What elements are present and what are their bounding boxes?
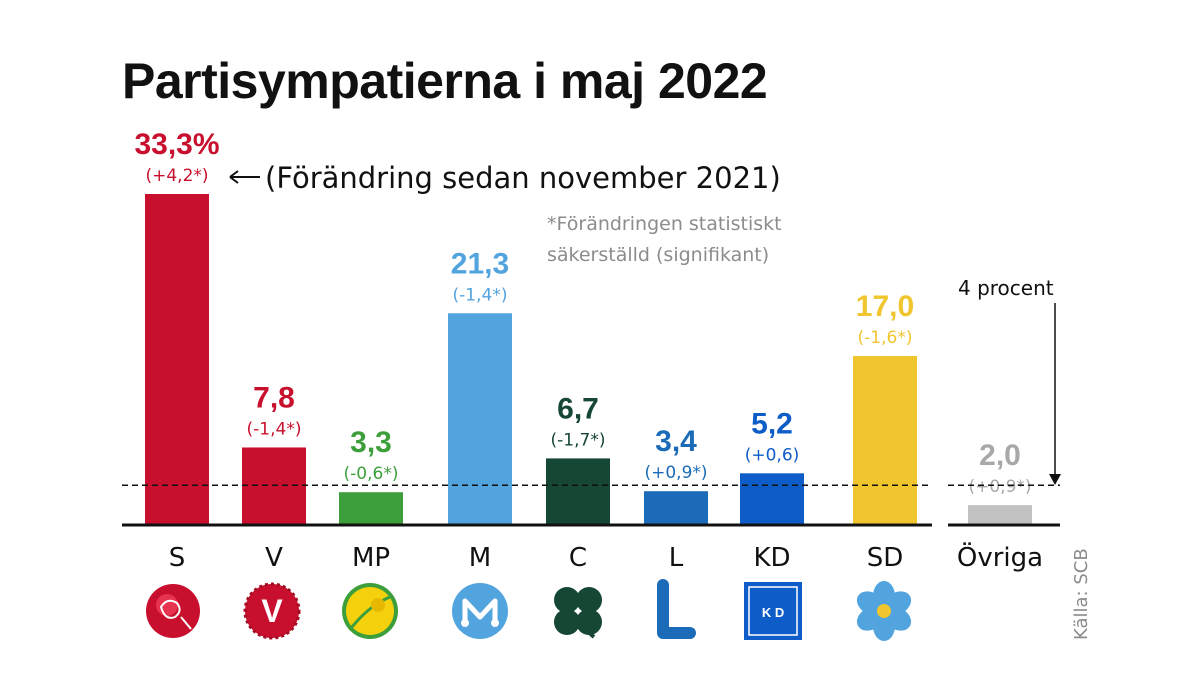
threshold-label: 4 procent	[958, 276, 1054, 300]
category-label-ovriga: Övriga	[957, 541, 1043, 573]
footnote-line-1: *Förändringen statistiskt	[547, 213, 782, 235]
bar-l	[644, 491, 708, 525]
value-label-c: 6,7	[557, 392, 599, 425]
source-label: Källa: SCB	[1071, 548, 1092, 640]
bar-ovriga	[968, 505, 1032, 525]
value-label-sd: 17,0	[856, 290, 914, 323]
category-label-mp: MP	[352, 543, 390, 573]
category-label-s: S	[169, 543, 186, 573]
left-arrow-icon	[229, 170, 260, 184]
bar-sd	[853, 356, 917, 525]
footnote-line-2: säkerställd (signifikant)	[547, 244, 769, 266]
v-logo-letter: V	[261, 593, 283, 629]
m-logo-icon	[452, 583, 508, 639]
chart-title: Partisympatierna i maj 2022	[122, 53, 768, 109]
change-label-s: (+4,2*)	[145, 166, 208, 186]
v-flower-icon: V	[243, 582, 301, 640]
category-label-kd: KD	[753, 543, 790, 573]
kd-logo-text: K D	[762, 605, 784, 620]
kd-logo-icon: K D	[744, 582, 802, 640]
value-label-l: 3,4	[655, 425, 697, 458]
category-label-sd: SD	[867, 543, 904, 573]
value-label-s: 33,3%	[134, 128, 219, 161]
value-labels-group: 33,3% (+4,2*) 7,8 (-1,4*) 3,3 (-0,6*) 21,3 (-1,…	[134, 128, 1031, 497]
change-label-kd: (+0,6)	[745, 445, 800, 465]
value-label-ovriga: 2,0	[979, 439, 1021, 472]
bar-c	[546, 458, 610, 525]
blue-anemone-icon	[856, 581, 912, 641]
change-label-l: (+0,9*)	[644, 463, 707, 483]
bar-kd	[740, 473, 804, 525]
rose-icon	[146, 584, 200, 638]
bar-v	[242, 447, 306, 525]
change-label-m: (-1,4*)	[453, 285, 508, 305]
value-label-kd: 5,2	[751, 407, 793, 440]
value-label-m: 21,3	[451, 247, 509, 280]
threshold-arrow-head	[1049, 474, 1061, 485]
bars-group	[145, 194, 1032, 525]
bar-mp	[339, 492, 403, 525]
value-label-v: 7,8	[253, 381, 295, 414]
change-label-v: (-1,4*)	[247, 419, 302, 439]
category-label-v: V	[265, 543, 283, 573]
change-label-sd: (-1,6*)	[858, 328, 913, 348]
category-label-l: L	[669, 543, 684, 573]
change-label-ovriga: (+0,9*)	[968, 477, 1031, 497]
change-note: (Förändring sedan november 2021)	[265, 161, 781, 195]
bar-m	[448, 313, 512, 525]
bar-s	[145, 194, 209, 525]
category-label-c: C	[569, 543, 587, 573]
category-labels-group: S V MP M C L KD SD Övriga	[169, 541, 1043, 573]
dandelion-icon	[342, 583, 398, 639]
l-logo-icon	[657, 579, 696, 639]
value-label-mp: 3,3	[350, 426, 392, 459]
change-label-mp: (-0,6*)	[344, 464, 399, 484]
clover-icon	[554, 587, 602, 639]
category-label-m: M	[469, 543, 491, 573]
change-label-c: (-1,7*)	[551, 430, 606, 450]
